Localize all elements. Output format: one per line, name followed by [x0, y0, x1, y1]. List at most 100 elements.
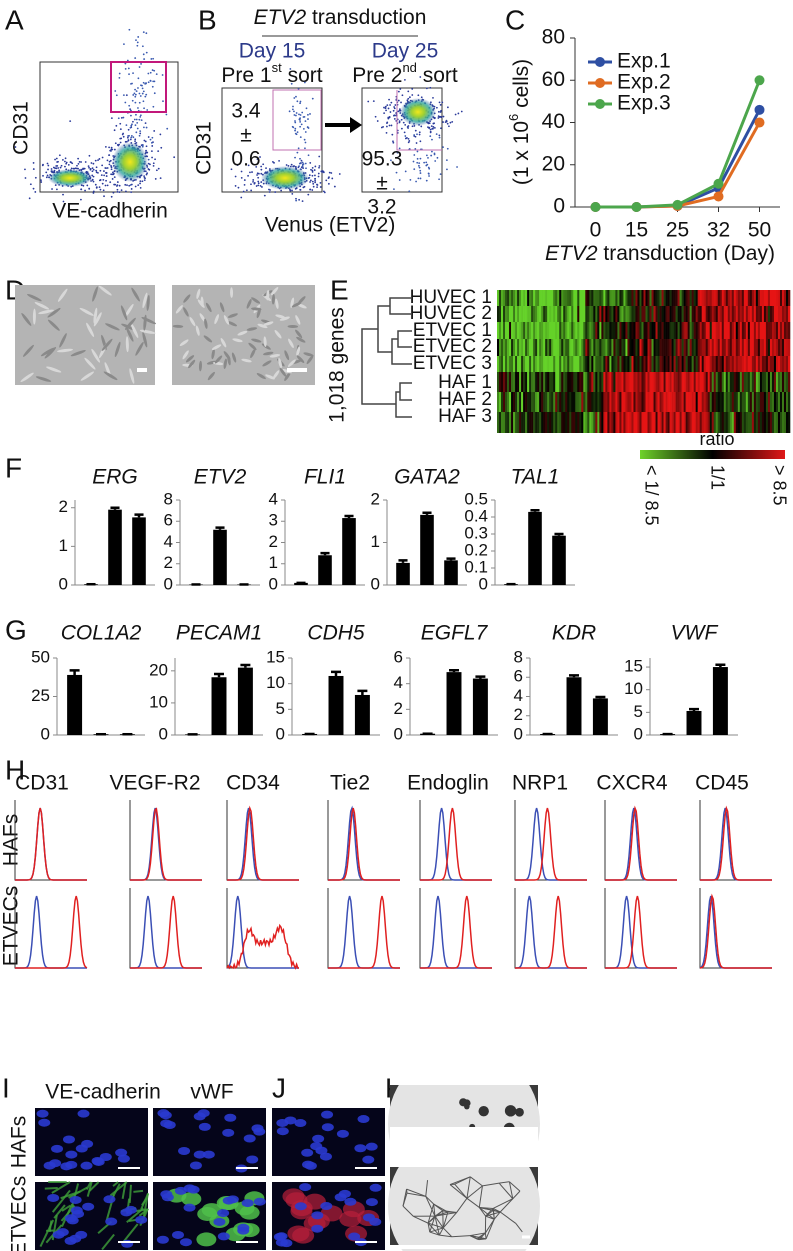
- label: A: [5, 4, 24, 35]
- mask: [390, 1127, 538, 1167]
- heat-cell: [767, 372, 771, 392]
- heat-cell: [661, 290, 664, 306]
- heat-cell: [609, 392, 612, 412]
- flow-dot: [41, 164, 44, 167]
- fiber: [88, 1181, 100, 1192]
- label-part: 6: [506, 114, 521, 121]
- flow-dot: [428, 126, 431, 129]
- label: HAFs: [8, 1116, 31, 1169]
- heat-cell: [565, 412, 568, 433]
- cell: [47, 307, 61, 318]
- heat-cell: [515, 392, 518, 412]
- point: [754, 104, 765, 115]
- heat-cell: [621, 339, 624, 356]
- heat-cell: [521, 392, 524, 412]
- heat-cell: [523, 290, 526, 306]
- nucleus: [115, 1148, 128, 1157]
- heat-cell: [523, 339, 526, 356]
- label: 4: [164, 532, 173, 551]
- heat-cell: [723, 392, 727, 412]
- heat-cell: [695, 412, 698, 433]
- heat-cell: [723, 322, 727, 339]
- heat-cell: [527, 306, 530, 322]
- flow-dot: [46, 174, 49, 177]
- heat-cell: [697, 306, 700, 322]
- histogram-curve: [15, 895, 88, 969]
- heat-cell: [781, 392, 785, 412]
- flow-dot: [147, 81, 150, 84]
- heat-cell: [497, 412, 500, 433]
- flow-dot: [130, 124, 133, 127]
- heat-cell: [599, 339, 602, 356]
- flow-dot: [429, 128, 432, 131]
- heat-cell: [737, 290, 741, 306]
- flow-dot: [135, 113, 137, 116]
- flow-dot: [135, 118, 138, 121]
- label: 80: [542, 26, 565, 49]
- cell: [232, 338, 243, 343]
- label: 0.2: [464, 540, 488, 559]
- heat-cell: [681, 392, 684, 412]
- heat-cell: [615, 290, 618, 306]
- heat-cell: [561, 392, 564, 412]
- heat-cell: [787, 322, 791, 339]
- heat-cell: [561, 322, 564, 339]
- heat-cell: [769, 372, 773, 392]
- heat-cell: [497, 372, 500, 392]
- heat-cell: [665, 306, 668, 322]
- heat-cell: [739, 306, 743, 322]
- flow-dot: [437, 115, 440, 118]
- tube: [512, 1190, 521, 1200]
- flow-dot: [413, 168, 416, 171]
- flow-dot: [249, 171, 251, 174]
- heat-cell: [553, 290, 556, 306]
- heat-cell: [687, 290, 690, 306]
- flow-dot: [101, 182, 104, 185]
- flow-dot: [152, 164, 155, 167]
- heat-cell: [591, 372, 594, 392]
- heat-cell: [635, 306, 638, 322]
- heat-cell: [759, 372, 763, 392]
- flow-dot: [154, 158, 156, 161]
- nucleus: [301, 1148, 314, 1157]
- flow-dot: [134, 95, 137, 98]
- cell: [105, 323, 120, 331]
- bar: [237, 667, 253, 735]
- arrow-head: [350, 117, 362, 133]
- error-bar: [554, 532, 564, 536]
- flow-dot: [146, 151, 149, 154]
- heat-cell: [541, 322, 544, 339]
- flow-dot: [150, 58, 153, 60]
- flow-dot: [314, 178, 316, 180]
- legend-dot: [595, 57, 605, 67]
- heat-cell: [741, 372, 745, 392]
- heat-cell: [705, 306, 709, 322]
- flow-dot: [409, 178, 412, 181]
- heat-cell: [611, 339, 614, 356]
- heat-cell: [625, 322, 628, 339]
- flow-dot: [95, 171, 98, 174]
- histogram-curve: [15, 807, 87, 881]
- heat-cell: [695, 339, 698, 356]
- flow-dot: [309, 162, 312, 164]
- heat-cell: [621, 322, 624, 339]
- flow-dot: [86, 184, 89, 187]
- flow-dot: [145, 32, 148, 35]
- heat-cell: [537, 356, 540, 372]
- heat-cell: [777, 412, 781, 433]
- heat-cell: [607, 392, 610, 412]
- heat-cell: [557, 322, 560, 339]
- heat-cell: [767, 306, 771, 322]
- flow-dot: [143, 179, 146, 182]
- heat-cell: [675, 392, 678, 412]
- heat-cell: [611, 392, 614, 412]
- heat-cell: [703, 306, 707, 322]
- aggregate: [459, 1098, 468, 1107]
- heat-cell: [713, 306, 717, 322]
- nucleus: [251, 1124, 264, 1133]
- heat-cell: [603, 322, 606, 339]
- heat-cell: [595, 322, 598, 339]
- label: 25: [666, 219, 689, 242]
- heat-cell: [699, 306, 702, 322]
- histogram-curve: [700, 805, 772, 881]
